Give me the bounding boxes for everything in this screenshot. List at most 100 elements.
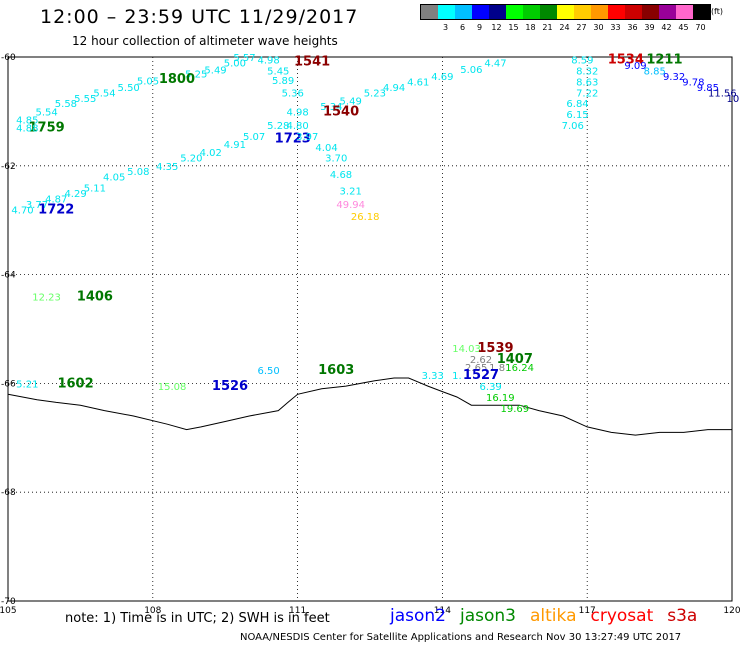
wave-height-label: 4.05: [103, 173, 125, 184]
latitude-tick-label: -64: [1, 271, 16, 281]
wave-height-label: 26.18: [351, 212, 380, 223]
wave-height-label: 5.25: [185, 69, 207, 80]
wave-height-label: 49.94: [336, 200, 365, 211]
wave-height-label: 8.59: [571, 56, 593, 67]
wave-height-label: 4.02: [200, 148, 222, 159]
pass-time-label: 1723: [275, 132, 311, 147]
wave-height-label: 4.68: [330, 170, 352, 181]
wave-height-label: 4.87: [45, 194, 67, 205]
wave-height-label: 2.65: [465, 363, 487, 374]
satellite-name: jason2: [390, 606, 446, 626]
scale-label: 70: [695, 23, 706, 32]
wave-height-label: 1.: [452, 371, 462, 382]
wave-height-label: 5.58: [55, 99, 77, 110]
wave-height-label: 9.09: [624, 61, 646, 72]
wave-height-label: 5.89: [272, 76, 294, 87]
scale-swatch: [676, 5, 693, 19]
wave-height-label: 1.81: [489, 363, 511, 374]
wave-height-color-scale: 3 6 9 12 15 18 21 24 27 30 33 36 39 42 45 70 (ft): [420, 4, 723, 32]
wave-height-label: 3.70: [325, 154, 347, 165]
wave-height-label: 4.35: [156, 162, 178, 173]
pass-time-label: 1534: [608, 53, 644, 68]
wave-height-label: 16.19: [486, 393, 515, 404]
scale-label: 3: [442, 23, 449, 32]
longitude-tick-label: 108: [144, 606, 161, 616]
scale-label: 6: [459, 23, 466, 32]
scale-swatch: [421, 5, 438, 19]
longitude-tick-label: 111: [289, 606, 306, 616]
wave-height-label: 5.21: [16, 379, 38, 390]
wave-height-label: 5.49: [204, 66, 226, 77]
wave-height-label: 8.32: [576, 67, 598, 78]
wave-height-label: 5.00: [224, 58, 246, 69]
wave-height-label: 5.54: [35, 107, 57, 118]
wave-height-label: 14.03: [452, 344, 481, 355]
wave-height-label: 5.20: [180, 154, 202, 165]
satellite-name: s3a: [667, 606, 698, 626]
scale-swatch: [642, 5, 659, 19]
scale-swatch: [608, 5, 625, 19]
scale-label: 18: [525, 23, 536, 32]
wave-height-label: 9.78: [682, 77, 704, 88]
wave-height-label: 5.57: [233, 53, 255, 64]
wave-height-label: 12.23: [32, 292, 61, 303]
scale-swatch: [489, 5, 506, 19]
map-title: 12:00 – 23:59 UTC 11/29/2017: [40, 6, 359, 28]
pass-time-label: 1603: [318, 363, 354, 378]
wave-height-label: 4.85: [16, 116, 38, 127]
latitude-tick-label: -70: [1, 597, 16, 607]
scale-label: 24: [559, 23, 570, 32]
wave-height-label: 5.49: [340, 97, 362, 108]
pass-time-label: 1406: [77, 289, 113, 304]
pass-time-label: 1526: [212, 379, 248, 394]
wave-height-label: 4.47: [484, 58, 506, 69]
wave-height-label: 5.05: [137, 76, 159, 87]
latitude-tick-label: -62: [1, 162, 16, 172]
wave-height-label: 19.69: [500, 404, 529, 415]
wave-height-label: 7.22: [576, 88, 598, 99]
wave-height-label: 5.54: [93, 88, 115, 99]
satellite-name: jason3: [460, 606, 516, 626]
wave-height-label: 4.70: [11, 205, 33, 216]
scale-label: 21: [542, 23, 553, 32]
wave-height-label: 4.80: [286, 121, 308, 132]
pass-time-label: 1540: [323, 104, 359, 119]
wave-height-label: 7.06: [562, 121, 584, 132]
pass-time-label: 1539: [477, 341, 513, 356]
pass-time-label: 1602: [57, 376, 93, 391]
scale-swatch: [540, 5, 557, 19]
scale-swatch: [659, 5, 676, 19]
wave-height-label: 5.06: [460, 65, 482, 76]
scale-label: 36: [627, 23, 638, 32]
pass-time-label: 1407: [497, 352, 533, 367]
wave-height-label: 6.84: [566, 99, 588, 110]
wave-height-label: 15.08: [158, 382, 187, 393]
scale-label: 30: [593, 23, 604, 32]
wave-height-label: 5.11: [84, 184, 106, 195]
wave-height-label: 2.62: [470, 355, 492, 366]
wave-height-label: 5.34: [320, 102, 342, 113]
wave-height-label: 5.23: [364, 88, 386, 99]
satellite-legend: jason2 jason3 altika cryosat s3a: [390, 606, 711, 626]
scale-label: 45: [678, 23, 689, 32]
scale-label: 39: [644, 23, 655, 32]
wave-height-label: 5.08: [127, 167, 149, 178]
scale-swatch: [438, 5, 455, 19]
wave-height-label: 11.56: [708, 88, 737, 99]
scale-label: 9: [476, 23, 483, 32]
wave-height-label: 6.50: [258, 366, 280, 377]
pass-time-label: 1541: [294, 54, 330, 69]
wave-height-label: 4.04: [315, 143, 337, 154]
wave-height-label: 4.94: [383, 83, 405, 94]
longitude-tick-label: 105: [0, 606, 17, 616]
scale-swatch: [557, 5, 574, 19]
scale-swatch: [625, 5, 642, 19]
wave-height-label: 9.85: [697, 83, 719, 94]
wave-height-label: 5.28: [267, 121, 289, 132]
scale-label: 33: [610, 23, 621, 32]
scale-unit: (ft): [710, 7, 723, 16]
wave-height-label: 4.29: [64, 189, 86, 200]
scale-swatch: [506, 5, 523, 19]
latitude-tick-label: -68: [1, 488, 16, 498]
